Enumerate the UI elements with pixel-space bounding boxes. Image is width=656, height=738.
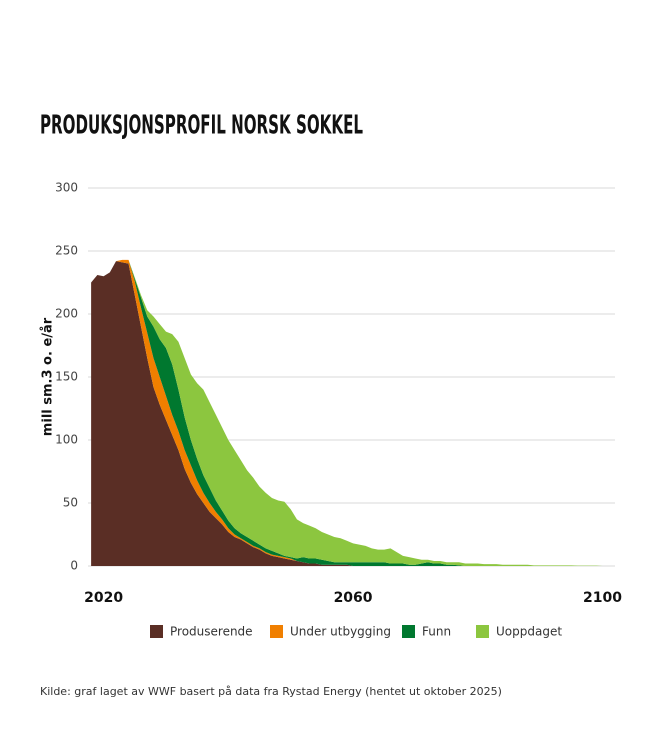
legend-label: Produserende bbox=[170, 625, 253, 639]
x-tick-label: 2060 bbox=[334, 590, 373, 606]
legend-swatch bbox=[270, 625, 283, 638]
y-tick-label: 200 bbox=[55, 307, 78, 321]
source: Kilde: graf laget av WWF basert på data … bbox=[40, 685, 502, 698]
legend-swatch bbox=[150, 625, 163, 638]
chart-title: PRODUKSJONSPROFIL NORSK SOKKEL bbox=[40, 111, 363, 141]
y-tick-label: 150 bbox=[55, 370, 78, 384]
x-tick-label: 2100 bbox=[583, 590, 622, 606]
legend-label: Funn bbox=[422, 625, 451, 639]
y-tick-label: 100 bbox=[55, 433, 78, 447]
legend-swatch bbox=[476, 625, 489, 638]
y-tick-label: 300 bbox=[55, 181, 78, 195]
area bbox=[91, 259, 603, 566]
legend-label: Under utbygging bbox=[290, 625, 391, 639]
legend-label: Uoppdaget bbox=[496, 625, 562, 639]
y-tick-label: 0 bbox=[70, 559, 78, 573]
y-tick-label: 50 bbox=[63, 496, 78, 510]
y-tick-label: 250 bbox=[55, 244, 78, 258]
legend-swatch bbox=[402, 625, 415, 638]
area bbox=[91, 261, 603, 566]
x-tick-label: 2020 bbox=[84, 590, 123, 606]
y-axis-label: mill sm.3 o. e/år bbox=[41, 317, 56, 436]
